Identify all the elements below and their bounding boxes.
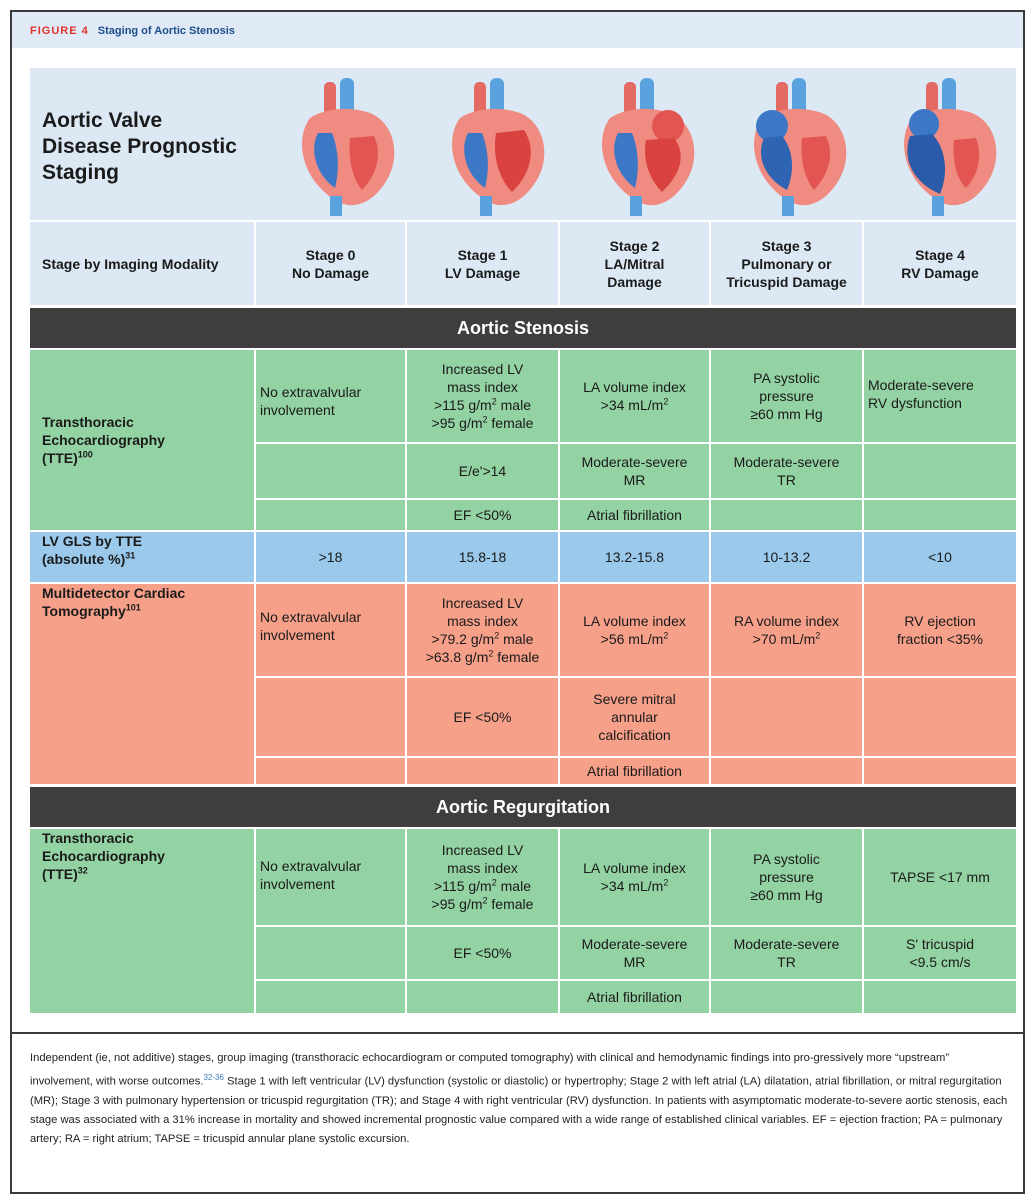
as-tte-stage4-b [864,444,1016,498]
ar-tte-stage1-b: EF <50% [407,927,558,979]
stage-1-header: Stage 1 LV Damage [407,222,558,305]
stage-2-header: Stage 2 LA/Mitral Damage [560,222,709,305]
modality-header: Stage by Imaging Modality [30,222,254,305]
mdct-label: Multidetector Cardiac Tomography101 [30,584,254,784]
mdct-stage3-c [711,758,862,784]
mdct-stage1-b: EF <50% [407,678,558,756]
figure-label: FIGURE 4 [30,25,89,37]
as-tte-stage0-c [256,500,405,530]
mdct-stage3-a: RA volume index >70 mL/m2 [711,584,862,676]
gls-stage1: 15.8-18 [407,532,558,582]
as-tte-stage2-c: Atrial fibrillation [560,500,709,530]
ar-tte-stage1-c [407,981,558,1013]
figure-header: FIGURE 4 Staging of Aortic Stenosis [12,12,1023,48]
heart-stage-2-icon [590,78,708,216]
mdct-stage1-a: Increased LV mass index >79.2 g/m2 male >… [407,584,558,676]
heart-stage-0-icon [290,78,408,216]
mdct-stage2-c: Atrial fibrillation [560,758,709,784]
heart-stage-3-icon [742,78,860,216]
mdct-stage4-b [864,678,1016,756]
as-tte-label: Transthoracic Echocardiography (TTE)100 [30,350,254,530]
ar-tte-stage2-b: Moderate-severe MR [560,927,709,979]
as-tte-stage2-b: Moderate-severe MR [560,444,709,498]
ar-tte-stage3-a: PA systolic pressure ≥60 mm Hg [711,829,862,925]
gls-stage3: 10-13.2 [711,532,862,582]
ar-tte-stage2-c: Atrial fibrillation [560,981,709,1013]
caption-divider [12,1032,1023,1034]
stage-0-header: Stage 0 No Damage [256,222,405,305]
ar-tte-label: Transthoracic Echocardiography (TTE)32 [30,829,254,1013]
mdct-stage0-b [256,678,405,756]
gls-stage0: >18 [256,532,405,582]
as-tte-stage1-a: Increased LV mass index >115 g/m2 male >9… [407,350,558,442]
section-aortic-stenosis: Aortic Stenosis [30,308,1016,348]
gls-label: LV GLS by TTE (absolute %)31 [30,532,254,582]
stage-3-header: Stage 3 Pulmonary or Tricuspid Damage [711,222,862,305]
ar-tte-stage0-c [256,981,405,1013]
as-tte-stage0-a: No extravalvular involvement [256,350,405,442]
section-aortic-regurgitation: Aortic Regurgitation [30,787,1016,827]
caption-citation: 32-36 [203,1073,223,1082]
as-tte-stage4-c [864,500,1016,530]
ar-tte-stage4-a: TAPSE <17 mm [864,829,1016,925]
ar-tte-stage0-b [256,927,405,979]
mdct-stage1-c [407,758,558,784]
ar-tte-stage4-c [864,981,1016,1013]
as-tte-stage1-b: E/e'>14 [407,444,558,498]
table-title: Aortic Valve Disease Prognostic Staging [42,108,262,186]
mdct-stage2-b: Severe mitral annular calcification [560,678,709,756]
stage-4-header: Stage 4 RV Damage [864,222,1016,305]
heart-stage-1-icon [440,78,558,216]
ar-tte-stage2-a: LA volume index >34 mL/m2 [560,829,709,925]
ar-tte-stage3-b: Moderate-severe TR [711,927,862,979]
figure-caption: Independent (ie, not additive) stages, g… [30,1049,1010,1149]
as-tte-stage0-b [256,444,405,498]
mdct-stage0-c [256,758,405,784]
as-tte-stage3-b: Moderate-severe TR [711,444,862,498]
gls-stage4: <10 [864,532,1016,582]
ar-tte-stage1-a: Increased LV mass index >115 g/m2 male >9… [407,829,558,925]
heart-stage-4-icon [892,78,1010,216]
figure-title: Staging of Aortic Stenosis [98,25,235,37]
mdct-stage4-a: RV ejection fraction <35% [864,584,1016,676]
as-tte-stage4-a: Moderate-severe RV dysfunction [864,350,1016,442]
mdct-stage2-a: LA volume index >56 mL/m2 [560,584,709,676]
as-tte-stage1-c: EF <50% [407,500,558,530]
ar-tte-stage3-c [711,981,862,1013]
title-row: Aortic Valve Disease Prognostic Staging [30,68,1016,220]
as-tte-stage3-a: PA systolic pressure ≥60 mm Hg [711,350,862,442]
gls-stage2: 13.2-15.8 [560,532,709,582]
mdct-stage0-a: No extravalvular involvement [256,584,405,676]
as-tte-stage2-a: LA volume index >34 mL/m2 [560,350,709,442]
ar-tte-stage0-a: No extravalvular involvement [256,829,405,925]
ar-tte-stage4-b: S' tricuspid <9.5 cm/s [864,927,1016,979]
mdct-stage4-c [864,758,1016,784]
mdct-stage3-b [711,678,862,756]
as-tte-stage3-c [711,500,862,530]
